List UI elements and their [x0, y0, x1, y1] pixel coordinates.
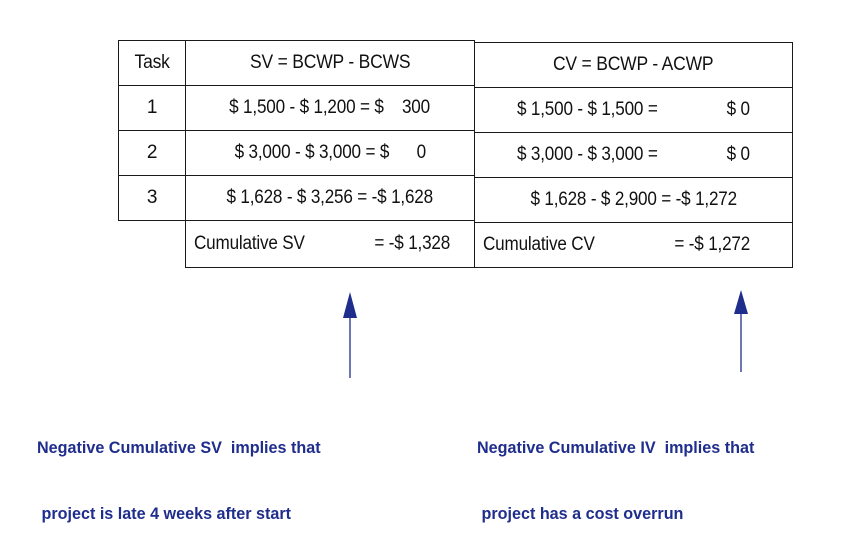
cv-note-line-2: project has a cost overrun — [477, 504, 684, 523]
header-sv-label: SV = BCWP - BCWS — [249, 52, 411, 73]
cumulative-sv-value: = -$ 1,328 — [374, 233, 450, 254]
cumulative-sv-cell: Cumulative SV = -$ 1,328 — [185, 220, 475, 268]
task-number: 3 — [146, 187, 158, 208]
up-arrow-icon — [734, 290, 748, 372]
task-number: 2 — [146, 142, 158, 163]
header-sv: SV = BCWP - BCWS — [185, 40, 475, 86]
task-cell-1: 1 — [118, 85, 186, 131]
sv-cell-2: $ 3,000 - $ 3,000 = $ 0 — [185, 130, 475, 176]
cv-value: $ 0 — [726, 99, 750, 120]
cv-cell-3: $ 1,628 - $ 2,900 = -$ 1,272 — [474, 177, 793, 223]
sv-cell-3: $ 1,628 - $ 3,256 = -$ 1,628 — [185, 175, 475, 221]
cv-calculation: $ 1,628 - $ 2,900 = -$ 1,272 — [530, 189, 737, 210]
up-arrow-icon — [343, 292, 357, 378]
sv-explanation-note: Negative Cumulative SV implies that proj… — [37, 393, 321, 547]
cumulative-sv-label: Cumulative SV — [194, 233, 305, 254]
task-cell-2: 2 — [118, 130, 186, 176]
header-cv-label: CV = BCWP - ACWP — [553, 54, 714, 75]
cv-cell-1: $ 1,500 - $ 1,500 = $ 0 — [474, 87, 793, 133]
sv-calculation: $ 1,628 - $ 3,256 = -$ 1,628 — [226, 187, 434, 208]
header-cv: CV = BCWP - ACWP — [474, 42, 793, 88]
cv-calculation: $ 3,000 - $ 3,000 = — [517, 144, 658, 165]
sv-note-line-2: project is late 4 weeks after start — [37, 504, 292, 523]
task-number: 1 — [146, 97, 158, 118]
header-task: Task — [118, 40, 186, 86]
cumulative-cv-value: = -$ 1,272 — [674, 234, 750, 255]
sv-calculation: $ 1,500 - $ 1,200 = $ 300 — [229, 97, 431, 118]
cv-value: $ 0 — [726, 144, 750, 165]
header-task-label: Task — [134, 52, 170, 73]
task-cell-3: 3 — [118, 175, 186, 221]
cumulative-cv-cell: Cumulative CV = -$ 1,272 — [474, 222, 793, 268]
cv-note-line-1: Negative Cumulative IV implies that — [477, 438, 755, 457]
sv-cell-1: $ 1,500 - $ 1,200 = $ 300 — [185, 85, 475, 131]
sv-calculation: $ 3,000 - $ 3,000 = $ 0 — [234, 142, 426, 163]
cv-cell-2: $ 3,000 - $ 3,000 = $ 0 — [474, 132, 793, 178]
cv-calculation: $ 1,500 - $ 1,500 = — [517, 99, 658, 120]
cumulative-cv-label: Cumulative CV — [483, 234, 595, 255]
cv-explanation-note: Negative Cumulative IV implies that proj… — [477, 393, 754, 547]
sv-note-line-1: Negative Cumulative SV implies that — [37, 438, 321, 457]
